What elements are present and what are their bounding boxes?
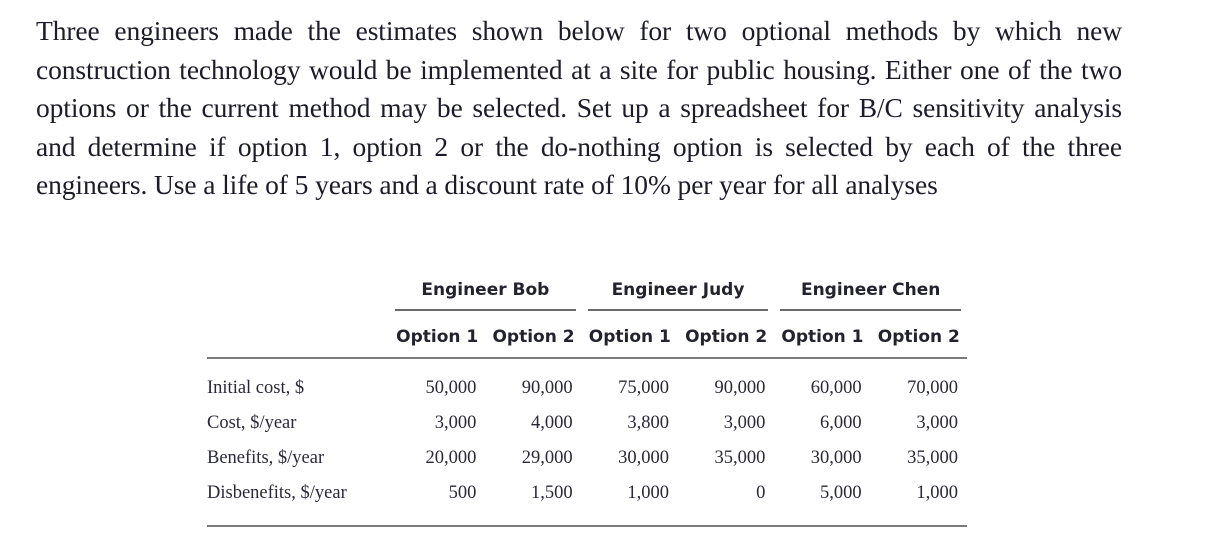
estimates-table-container: Engineer Bob Engineer Judy Engineer Chen… (207, 272, 967, 527)
header-blank (207, 317, 390, 359)
estimates-table: Engineer Bob Engineer Judy Engineer Chen… (207, 272, 967, 527)
header-blank (207, 272, 389, 317)
problem-statement: Three engineers made the estimates shown… (36, 12, 1122, 205)
table-cell: 4,000 (531, 413, 573, 433)
group-underline (395, 309, 576, 311)
problem-text: Three engineers made the estimates shown… (36, 15, 1122, 201)
table-row-annual-cost: Cost, $/year 3,000 4,000 3,800 3,000 6,0… (207, 406, 967, 441)
option-header-row: Option 1 Option 2 Option 1 Option 2 Opti… (207, 317, 967, 359)
table-cell: 35,000 (907, 448, 958, 468)
engineer-name: Engineer Chen (800, 280, 941, 300)
group-underline (780, 309, 961, 311)
engineer-header-bob: Engineer Bob (389, 272, 582, 317)
table-cell: 1,000 (870, 476, 967, 527)
row-label: Benefits, $/year (207, 448, 325, 468)
engineer-header-judy: Engineer Judy (582, 272, 775, 317)
table-row-benefits: Benefits, $/year 20,000 29,000 30,000 35… (207, 441, 967, 476)
option-header: Option 1 (389, 317, 486, 359)
table-cell: 29,000 (521, 448, 573, 468)
table-cell: 20,000 (425, 448, 477, 468)
table-cell: 30,000 (618, 448, 669, 468)
table-cell: 3,000 (723, 413, 766, 433)
engineer-name: Engineer Bob (421, 280, 550, 300)
group-underline (587, 309, 769, 311)
engineer-header-row: Engineer Bob Engineer Judy Engineer Chen (207, 272, 967, 317)
table-cell: 75,000 (618, 378, 669, 398)
table-cell: 70,000 (907, 378, 958, 398)
table-cell: 60,000 (810, 378, 862, 398)
option-header: Option 2 (870, 317, 967, 359)
table-cell: 3,000 (434, 413, 477, 433)
table-row-initial-cost: Initial cost, $ 50,000 90,000 75,000 90,… (207, 358, 967, 406)
table-cell: 1,500 (485, 476, 582, 527)
table-cell: 0 (677, 476, 775, 527)
engineer-name: Engineer Judy (611, 280, 745, 300)
row-label: Initial cost, $ (207, 378, 305, 398)
row-label: Disbenefits, $/year (207, 476, 390, 527)
table-cell: 30,000 (810, 448, 862, 468)
option-header: Option 2 (677, 317, 775, 359)
option-header: Option 2 (485, 317, 582, 359)
table-cell: 90,000 (521, 378, 573, 398)
table-cell: 500 (389, 476, 486, 527)
engineer-header-chen: Engineer Chen (774, 272, 967, 317)
table-cell: 35,000 (714, 448, 766, 468)
option-header: Option 1 (581, 317, 678, 359)
table-cell: 1,000 (581, 476, 678, 527)
table-cell: 3,800 (627, 413, 669, 433)
table-row-disbenefits: Disbenefits, $/year 500 1,500 1,000 0 5,… (207, 476, 967, 527)
option-header: Option 1 (774, 317, 871, 359)
table-cell: 6,000 (820, 413, 862, 433)
table-cell: 5,000 (774, 476, 871, 527)
table-cell: 90,000 (714, 378, 766, 398)
row-label: Cost, $/year (207, 413, 297, 433)
table-cell: 50,000 (425, 378, 477, 398)
table-cell: 3,000 (916, 413, 958, 433)
